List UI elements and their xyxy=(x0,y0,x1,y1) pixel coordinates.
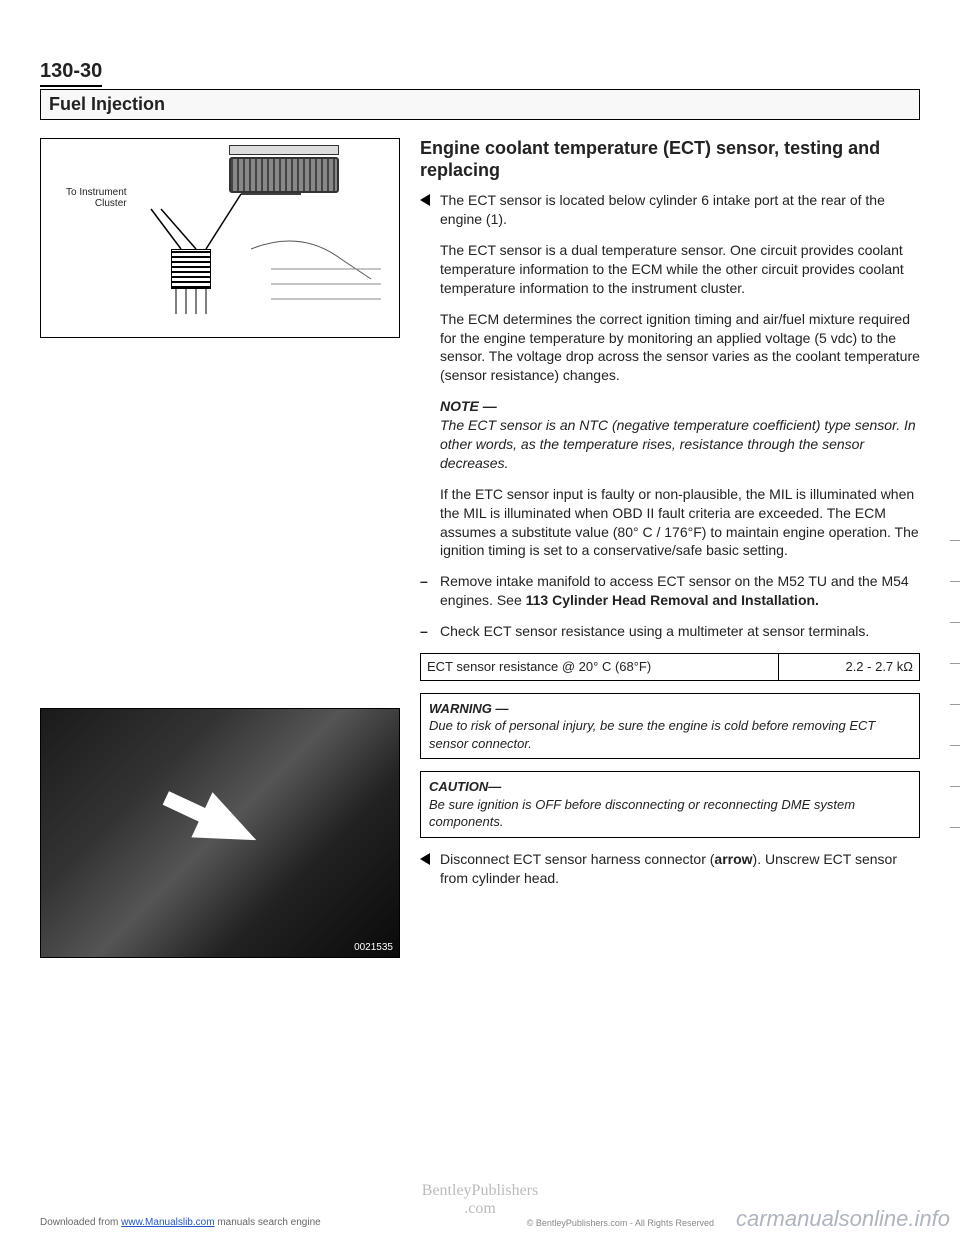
wm-top: BentleyPublishers xyxy=(422,1182,538,1199)
wm-bot: .com xyxy=(464,1200,496,1217)
site-watermark: carmanualsonline.info xyxy=(736,1206,950,1232)
table-label: ECT sensor resistance @ 20° C (68°F) xyxy=(421,654,779,680)
warning-label: WARNING — xyxy=(429,701,508,716)
p5a: Disconnect ECT sensor harness connector … xyxy=(440,851,714,867)
note-label: NOTE — xyxy=(440,398,497,414)
engine-photo: 0021535 xyxy=(40,708,400,958)
content-columns: To Instrument Cluster xyxy=(40,138,920,958)
wiring-diagram: To Instrument Cluster xyxy=(40,138,400,338)
right-column: Engine coolant temperature (ECT) sensor,… xyxy=(420,138,920,958)
photo-arrow-icon xyxy=(155,775,267,863)
note-body: The ECT sensor is an NTC (negative tempe… xyxy=(440,417,916,471)
warning-box: WARNING — Due to risk of personal injury… xyxy=(420,693,920,760)
manual-page: 130-30 Fuel Injection To Instrument Clus… xyxy=(0,0,960,1242)
left-column: To Instrument Cluster xyxy=(40,138,400,958)
caution-body: Be sure ignition is OFF before disconnec… xyxy=(429,797,855,830)
step-remove-manifold: – Remove intake manifold to access ECT s… xyxy=(420,572,920,610)
step1-ref: 113 Cylinder Head Removal and Installati… xyxy=(526,592,819,608)
triangle-left-icon xyxy=(420,194,430,206)
footer-left: Downloaded from www.Manualslib.com manua… xyxy=(40,1217,321,1228)
edge-tick-marks xyxy=(950,500,960,1142)
page-number: 130-30 xyxy=(40,60,102,87)
section-header: Fuel Injection xyxy=(40,89,920,120)
wire-lines xyxy=(41,139,401,339)
step-check-resistance: – Check ECT sensor resistance using a mu… xyxy=(420,622,920,641)
para-fault: If the ETC sensor input is faulty or non… xyxy=(420,485,920,561)
step2-text: Check ECT sensor resistance using a mult… xyxy=(440,623,869,639)
para-dual: The ECT sensor is a dual temperature sen… xyxy=(420,241,920,298)
dash-icon: – xyxy=(420,572,428,591)
publisher-watermark: BentleyPublishers .com xyxy=(422,1182,538,1218)
footer-center-small: © BentleyPublishers.com - All Rights Res… xyxy=(527,1218,714,1228)
triangle-left-icon xyxy=(420,853,430,865)
manualslib-link[interactable]: www.Manualslib.com xyxy=(121,1217,214,1228)
p1-text: The ECT sensor is located below cylinder… xyxy=(440,192,885,227)
sensor-illustration xyxy=(171,249,211,319)
dash-icon: – xyxy=(420,622,428,641)
section-title: Engine coolant temperature (ECT) sensor,… xyxy=(420,138,920,181)
para-locate: The ECT sensor is located below cylinder… xyxy=(420,191,920,229)
p5b: arrow xyxy=(714,851,752,867)
resistance-table: ECT sensor resistance @ 20° C (68°F) 2.2… xyxy=(420,653,920,681)
photo-id: 0021535 xyxy=(354,942,393,953)
para-disconnect: Disconnect ECT sensor harness connector … xyxy=(420,850,920,888)
footer-left-a: Downloaded from xyxy=(40,1217,121,1228)
warning-body: Due to risk of personal injury, be sure … xyxy=(429,718,875,751)
caution-box: CAUTION— Be sure ignition is OFF before … xyxy=(420,771,920,838)
table-value: 2.2 - 2.7 kΩ xyxy=(779,654,919,680)
caution-label: CAUTION— xyxy=(429,779,501,794)
footer-left-b: manuals search engine xyxy=(215,1217,321,1228)
note-block: NOTE — The ECT sensor is an NTC (negativ… xyxy=(420,397,920,473)
para-ecm: The ECM determines the correct ignition … xyxy=(420,310,920,386)
